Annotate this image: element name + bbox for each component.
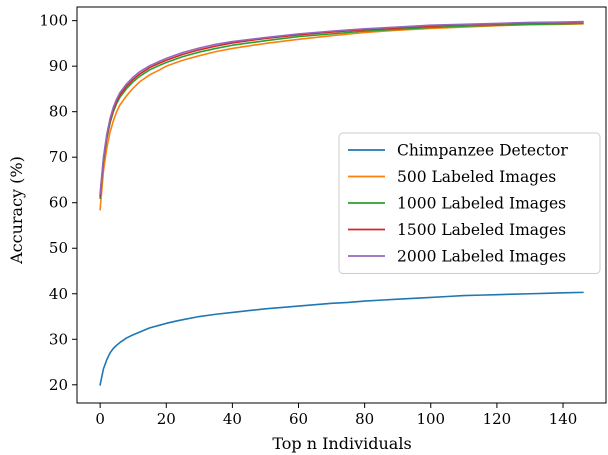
axes: 0 20 40 60 80 100 120 140 20 30 40 50 60 70 80 90 100 xyxy=(39,6,607,428)
x-tick-label: 80 xyxy=(355,410,374,428)
x-tick-label: 0 xyxy=(95,410,105,428)
series-line-4 xyxy=(99,20,584,195)
legend-label-4: 2000 Labeled Images xyxy=(397,248,566,266)
series-line-0 xyxy=(99,291,584,386)
legend-label-0: Chimpanzee Detector xyxy=(397,142,568,160)
x-tick-label: 60 xyxy=(289,410,308,428)
x-tick-label: 20 xyxy=(157,410,176,428)
legend-label-2: 1000 Labeled Images xyxy=(397,195,566,213)
y-tick-label: 40 xyxy=(49,285,68,303)
x-tick-label: 100 xyxy=(416,410,445,428)
x-tick-label: 40 xyxy=(223,410,242,428)
legend-label-1: 500 Labeled Images xyxy=(397,168,556,186)
series-line-2 xyxy=(99,22,584,200)
y-axis-label: Accuracy (%) xyxy=(7,156,26,265)
legend-box xyxy=(338,132,601,274)
y-tick-label: 20 xyxy=(49,376,68,394)
y-tick-label: 100 xyxy=(39,12,68,30)
series-line-1 xyxy=(99,23,584,211)
plot-frame xyxy=(76,6,607,404)
y-tick-label: 50 xyxy=(49,239,68,257)
y-tick-label: 90 xyxy=(49,57,68,75)
x-tick-label: 140 xyxy=(549,410,578,428)
legend-label-3: 1500 Labeled Images xyxy=(397,221,566,239)
x-tick-label: 120 xyxy=(483,410,512,428)
legend: Chimpanzee Detector 500 Labeled Images 100… xyxy=(338,132,601,274)
y-tick-label: 80 xyxy=(49,103,68,121)
y-tick-label: 70 xyxy=(49,148,68,166)
x-axis-label: Top n Individuals xyxy=(272,434,411,453)
y-tick-label: 30 xyxy=(49,330,68,348)
plot-area xyxy=(99,20,584,386)
y-tick-label: 60 xyxy=(49,194,68,212)
